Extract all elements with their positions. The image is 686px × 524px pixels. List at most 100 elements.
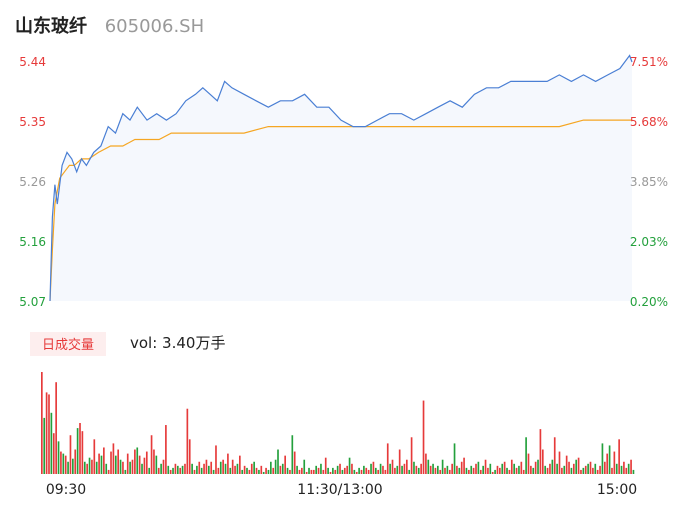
volume-bar — [98, 453, 100, 474]
volume-bar — [501, 463, 504, 474]
volume-bar — [169, 469, 172, 474]
volume-bar — [241, 469, 244, 474]
volume-bar — [145, 451, 148, 474]
volume-bar — [95, 461, 98, 474]
volume-bar — [468, 469, 470, 474]
volume-bar — [79, 423, 81, 474]
volume-bar — [434, 467, 437, 474]
volume-bar — [491, 471, 494, 474]
volume-bar — [618, 439, 620, 474]
volume-bar — [45, 392, 48, 474]
volume-bar — [582, 467, 585, 474]
volume-bar — [343, 467, 346, 474]
volume-bar — [587, 463, 589, 474]
volume-bar — [520, 461, 523, 474]
volume-bar — [317, 467, 320, 474]
volume-bar — [217, 467, 220, 474]
volume-bar — [246, 467, 248, 474]
volume-bar — [603, 461, 606, 474]
volume-bar — [592, 467, 594, 474]
volume-bar — [413, 461, 415, 474]
volume-bar — [155, 455, 158, 474]
volume-bar — [394, 467, 396, 474]
volume-bar — [83, 461, 86, 474]
volume-bar — [210, 461, 213, 474]
volume-bar — [341, 469, 344, 474]
volume-bar — [553, 437, 556, 474]
volume-bar — [594, 463, 597, 474]
volume-bar — [589, 461, 592, 474]
volume-bar — [136, 447, 139, 474]
average-price-line — [49, 119, 632, 302]
volume-bar — [530, 465, 532, 474]
volume-bar — [138, 455, 141, 474]
volume-bar — [384, 469, 387, 474]
volume-bar — [620, 465, 623, 474]
price-tick-label: 5.26 — [19, 175, 46, 189]
volume-bar — [513, 463, 516, 474]
volume-bar — [134, 449, 136, 474]
volume-bar — [351, 463, 353, 474]
volume-bar — [203, 463, 205, 474]
volume-bar — [205, 459, 208, 474]
volume-bar — [348, 457, 351, 474]
percent-axis-labels: 7.51% 5.68% 3.85% 2.03% 0.20% — [630, 55, 668, 309]
volume-bar — [499, 467, 501, 474]
volume-bar — [179, 467, 182, 474]
volume-bar — [67, 461, 69, 474]
volume-bar — [398, 449, 401, 474]
volume-bar — [363, 465, 365, 474]
volume-bar — [267, 469, 270, 474]
volume-readout: vol: 3.40万手 — [130, 334, 226, 352]
volume-bar — [580, 469, 582, 474]
volume-bar — [310, 469, 313, 474]
stock-code: 605006.SH — [104, 16, 205, 37]
volume-bar — [456, 465, 458, 474]
volume-bar — [494, 469, 496, 474]
volume-bar — [284, 455, 286, 474]
volume-bar — [243, 465, 246, 474]
volume-bar — [315, 465, 318, 474]
volume-bar — [62, 453, 65, 474]
volume-bar — [386, 443, 389, 474]
volume-bar — [234, 465, 236, 474]
time-axis-labels: 09:30 11:30/13:00 15:00 — [46, 482, 637, 498]
volume-bar — [365, 467, 368, 474]
volume-bar — [81, 431, 84, 474]
volume-bar — [353, 469, 356, 474]
volume-bar — [93, 439, 96, 474]
price-tick-label: 5.07 — [19, 295, 46, 309]
volume-bar — [91, 459, 93, 474]
volume-bar — [129, 461, 131, 474]
volume-bar — [346, 465, 349, 474]
volume-bar — [289, 469, 291, 474]
volume-bar — [198, 461, 201, 474]
volume-bar — [196, 465, 198, 474]
volume-bar — [76, 428, 79, 474]
volume-bar — [212, 469, 215, 474]
volume-bar — [565, 455, 568, 474]
volume-bar — [408, 469, 411, 474]
volume-bar — [630, 459, 632, 474]
volume-bar — [477, 461, 480, 474]
volume-bar — [611, 467, 613, 474]
volume-bar — [437, 465, 439, 474]
volume-bar — [265, 467, 267, 474]
volume-bar — [176, 465, 179, 474]
volume-bar — [239, 455, 241, 474]
volume-bar — [561, 467, 563, 474]
volume-bar — [88, 457, 91, 474]
volume-bar — [43, 417, 46, 474]
volume-bar — [186, 408, 189, 474]
volume-bar — [327, 467, 329, 474]
price-axis-labels: 5.44 5.35 5.26 5.16 5.07 — [19, 55, 46, 309]
volume-bar — [143, 457, 146, 474]
volume-bar — [131, 459, 134, 474]
volume-bar — [508, 469, 511, 474]
price-tick-label: 5.16 — [19, 235, 46, 249]
volume-bar — [72, 458, 74, 474]
volume-bar — [227, 453, 229, 474]
volume-bar — [64, 455, 67, 474]
volume-bar — [165, 425, 167, 474]
